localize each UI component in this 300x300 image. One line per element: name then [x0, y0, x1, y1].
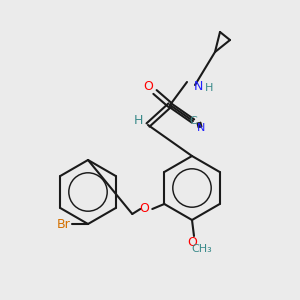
Text: H: H: [205, 83, 213, 93]
Text: O: O: [187, 236, 197, 248]
Text: O: O: [143, 80, 153, 94]
Text: CH₃: CH₃: [192, 244, 212, 254]
Text: N: N: [197, 123, 205, 133]
Text: C: C: [189, 116, 197, 126]
Text: H: H: [133, 113, 143, 127]
Text: N: N: [193, 80, 203, 92]
Text: O: O: [139, 202, 149, 215]
Text: Br: Br: [57, 218, 71, 230]
